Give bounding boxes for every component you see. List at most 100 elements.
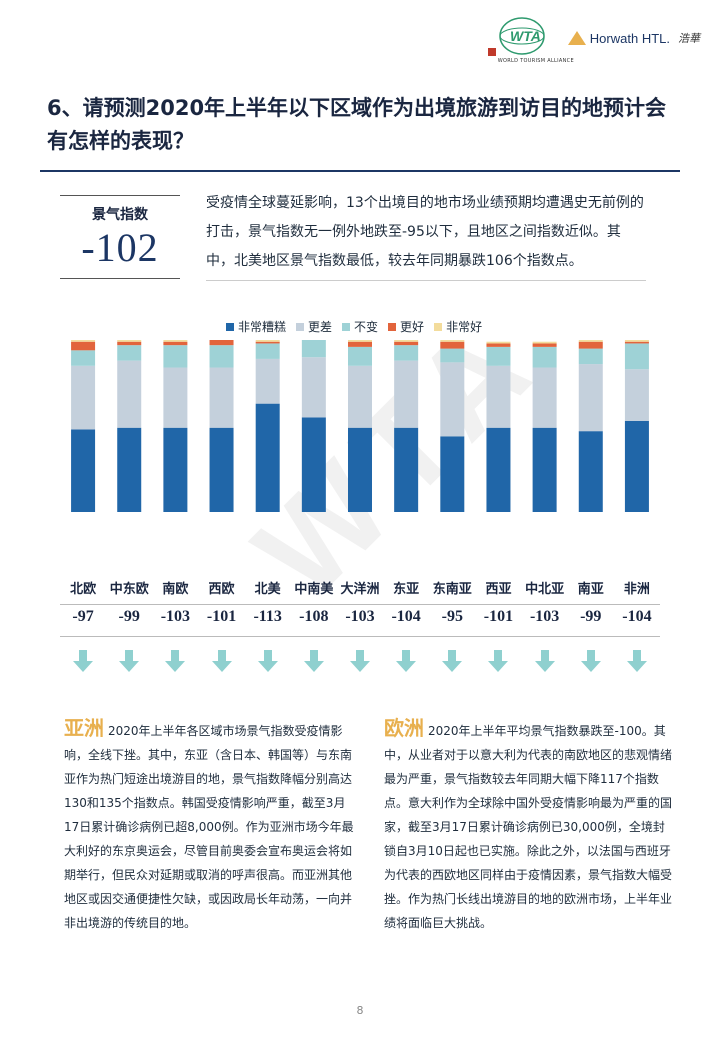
index-label: 景气指数 <box>92 207 148 223</box>
legend-item: 不变 <box>342 318 378 335</box>
asia-heading: 亚洲 <box>64 716 104 740</box>
bar-segment <box>117 345 142 361</box>
legend-swatch <box>226 322 234 331</box>
arrow-down-icon <box>303 650 324 672</box>
region-label: 西亚 <box>485 582 512 597</box>
triangle-icon <box>567 31 586 45</box>
region-name-row: 北欧 中东欧 南欧 西欧 北美 中南美 大洋洲 东亚 东南亚 西亚 中北亚 南亚 非洲 <box>60 578 660 602</box>
page-title: 6、请预测2020年上半年以下区域作为出境旅游到访目的地预计会有怎样的表现？ <box>47 96 667 153</box>
bar-segment <box>394 340 419 342</box>
bar-segment <box>71 429 96 512</box>
wta-caption: WORLD TOURISM ALLIANCE <box>497 58 574 64</box>
bar-segment <box>255 343 280 359</box>
region-label: 北美 <box>254 582 281 597</box>
region-label: 北欧 <box>70 582 97 597</box>
intro-text: 受疫情全球蔓延影响，13个出境目的地市场业绩预期均遭遇史无前例的打击，景气指数无… <box>206 189 646 281</box>
arrow-down-icon <box>442 650 463 672</box>
bar-segment <box>486 343 511 347</box>
bar-segment <box>624 420 649 512</box>
arrow-down-icon <box>626 650 647 672</box>
legend-swatch <box>296 322 305 331</box>
bar-segment <box>117 427 142 512</box>
index-value-label: -101 <box>206 608 237 625</box>
bar-segment <box>624 343 649 370</box>
bar-segment <box>532 367 557 428</box>
bar-segment <box>394 345 419 361</box>
bar-segment <box>532 343 557 347</box>
legend-item: 非常糟糕 <box>226 318 286 335</box>
bar-segment <box>624 369 649 421</box>
legend-label: 非常糟糕 <box>238 320 287 334</box>
index-value-label: -103 <box>529 608 560 625</box>
region-table: 北欧 中东欧 南欧 西欧 北美 中南美 大洋洲 东亚 东南亚 西亚 中北亚 南亚 非洲 -97 -99 -10… <box>60 578 660 674</box>
bar-segment <box>394 360 419 428</box>
bar-segment <box>348 341 372 347</box>
index-value-label: -99 <box>118 608 140 625</box>
bar-segment <box>255 358 280 404</box>
legend-label: 非常好 <box>446 320 483 334</box>
region-value-row: -97 -99 -103 -101 -113 -108 -103 -104 -95 -101 -10… <box>60 608 660 632</box>
arrow-down-icon <box>165 650 186 672</box>
bar-segment <box>578 364 603 432</box>
arrow-down-icon <box>350 650 370 672</box>
index-value: -102 <box>81 225 159 270</box>
bar-segment <box>301 417 326 512</box>
bar-segment <box>209 427 234 512</box>
bar-segment <box>440 348 465 363</box>
bar-segment <box>532 341 557 344</box>
bar-segment <box>163 341 188 346</box>
europe-text: 2020年上半年平均景气指数暴跌至-100。其中，从业者对于以意大利为代表的南欧… <box>384 724 673 930</box>
region-label: 中东欧 <box>109 582 149 597</box>
bar-segment <box>255 341 280 344</box>
horwath-name: Horwath HTL. <box>589 30 670 46</box>
bar-segment <box>209 345 234 368</box>
index-value-label: -99 <box>580 608 602 625</box>
bar-segment <box>578 341 603 349</box>
bar-segment <box>117 340 142 342</box>
arrow-down-icon <box>211 650 232 672</box>
index-value-label: -97 <box>72 608 94 625</box>
bar-segment <box>624 341 649 344</box>
index-value-label: -113 <box>253 608 282 625</box>
bar-segment <box>440 362 465 437</box>
region-label: 中南美 <box>294 582 334 597</box>
region-divider <box>60 604 660 605</box>
legend-item: 非常好 <box>434 318 482 335</box>
bar-segment <box>348 340 372 342</box>
legend-label: 更差 <box>308 320 333 334</box>
bar-segment <box>117 341 142 346</box>
region-label: 大洋洲 <box>340 582 380 597</box>
arrow-down-icon <box>119 650 140 672</box>
arrow-down-icon <box>73 650 94 672</box>
arrow-down-icon <box>488 650 509 672</box>
chart-legend: 非常糟糕 更差 不变 更好 非常好 <box>226 318 482 335</box>
bar-segment <box>71 365 96 430</box>
index-value-label: -104 <box>391 608 421 625</box>
stacked-bar-chart <box>71 340 649 512</box>
legend-label: 不变 <box>354 320 379 334</box>
bar-segment <box>209 367 234 428</box>
legend-swatch <box>434 322 443 331</box>
bar-segment <box>71 340 96 342</box>
bar-segment <box>163 367 188 428</box>
bar-segment <box>486 427 511 512</box>
region-label: 南亚 <box>577 582 604 597</box>
bar-segment <box>71 350 96 366</box>
index-value-label: -108 <box>299 608 329 625</box>
index-value-label: -104 <box>622 608 652 625</box>
bar-segment <box>440 340 465 342</box>
index-box: 景气指数 -102 <box>60 195 180 279</box>
bar-segment <box>624 340 649 342</box>
bar-segment <box>301 357 326 418</box>
bar-segment <box>301 340 326 358</box>
bar-segment <box>348 427 372 512</box>
legend-swatch <box>388 322 397 331</box>
bar-segment <box>578 340 603 342</box>
bar-segment <box>532 427 557 512</box>
bar-segment <box>255 403 280 512</box>
bar-segment <box>394 341 419 346</box>
index-value-label: -103 <box>160 608 191 625</box>
bar-segment <box>117 360 142 428</box>
arrow-down-icon <box>534 650 555 672</box>
bar-segment <box>163 340 188 342</box>
